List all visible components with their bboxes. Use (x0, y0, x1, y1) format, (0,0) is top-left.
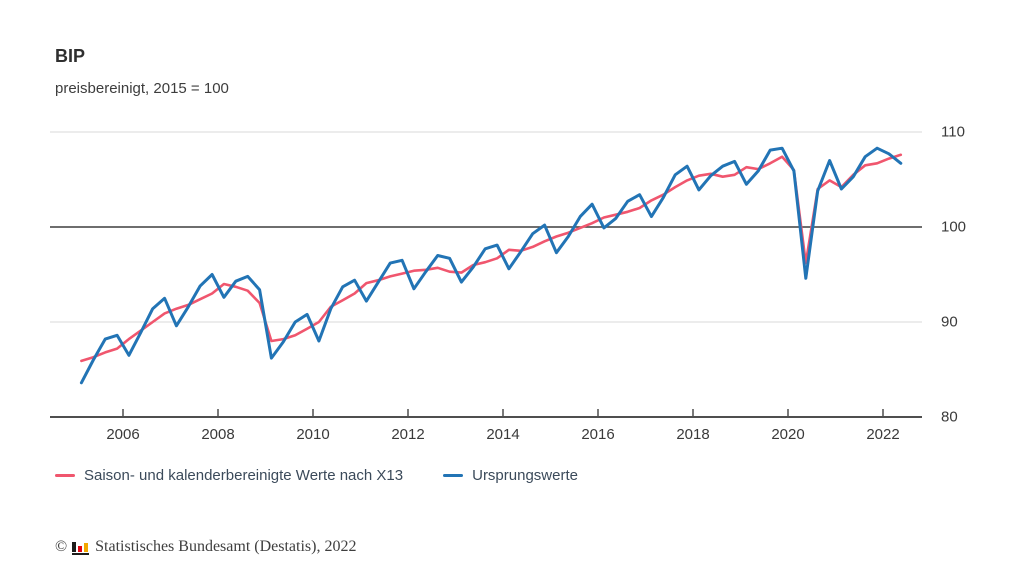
adjusted-series-line (80, 153, 903, 363)
copyright-symbol: © (55, 538, 68, 555)
original-series-swatch-icon (443, 473, 464, 478)
adjusted-series-swatch-icon (55, 473, 75, 478)
x-tick-label: 2010 (296, 426, 330, 443)
legend-label-original: Ursprungswerte (472, 467, 578, 484)
chart-subtitle: preisbereinigt, 2015 = 100 (55, 80, 229, 97)
destatis-bars-icon (72, 540, 90, 555)
chart-legend: Saison- und kalenderbereinigte Werte nac… (55, 467, 578, 484)
x-tick-label: 2020 (771, 426, 805, 443)
x-tick-label: 2022 (866, 426, 900, 443)
x-tick-label: 2006 (106, 426, 140, 443)
logo-baseline (72, 552, 90, 555)
y-tick-label: 110 (941, 123, 965, 141)
x-tick-label: 2016 (581, 426, 615, 443)
source-text: Statistisches Bundesamt (Destatis), 2022 (95, 538, 357, 555)
legend-label-adjusted: Saison- und kalenderbereinigte Werte nac… (84, 467, 404, 484)
logo-bar-red (78, 545, 83, 552)
legend-item-original: Ursprungswerte (443, 467, 578, 484)
x-tick-label: 2018 (676, 426, 710, 443)
y-tick-label: 90 (941, 313, 958, 331)
y-tick-label: 100 (941, 218, 967, 236)
x-tick-label: 2008 (201, 426, 235, 443)
source-attribution: © Statistisches Bundesamt (Destatis), 20… (55, 538, 356, 556)
original-series-line (79, 146, 903, 385)
chart-title: BIP (55, 46, 86, 66)
legend-item-adjusted: Saison- und kalenderbereinigte Werte nac… (55, 467, 403, 484)
y-tick-label: 80 (941, 408, 958, 426)
logo-bar-black (72, 541, 77, 552)
x-tick-label: 2014 (486, 426, 520, 443)
logo-bar-gold (84, 542, 89, 552)
x-tick-label: 2012 (391, 426, 425, 443)
